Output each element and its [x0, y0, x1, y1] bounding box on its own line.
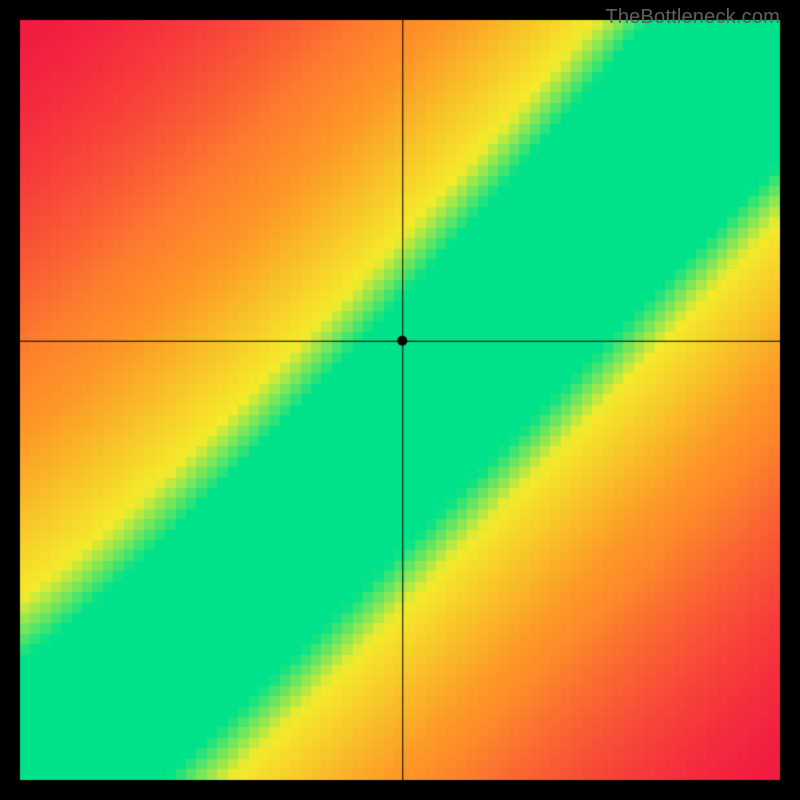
chart-container: TheBottleneck.com — [0, 0, 800, 800]
bottleneck-heatmap — [0, 0, 800, 800]
watermark-text: TheBottleneck.com — [605, 6, 780, 29]
